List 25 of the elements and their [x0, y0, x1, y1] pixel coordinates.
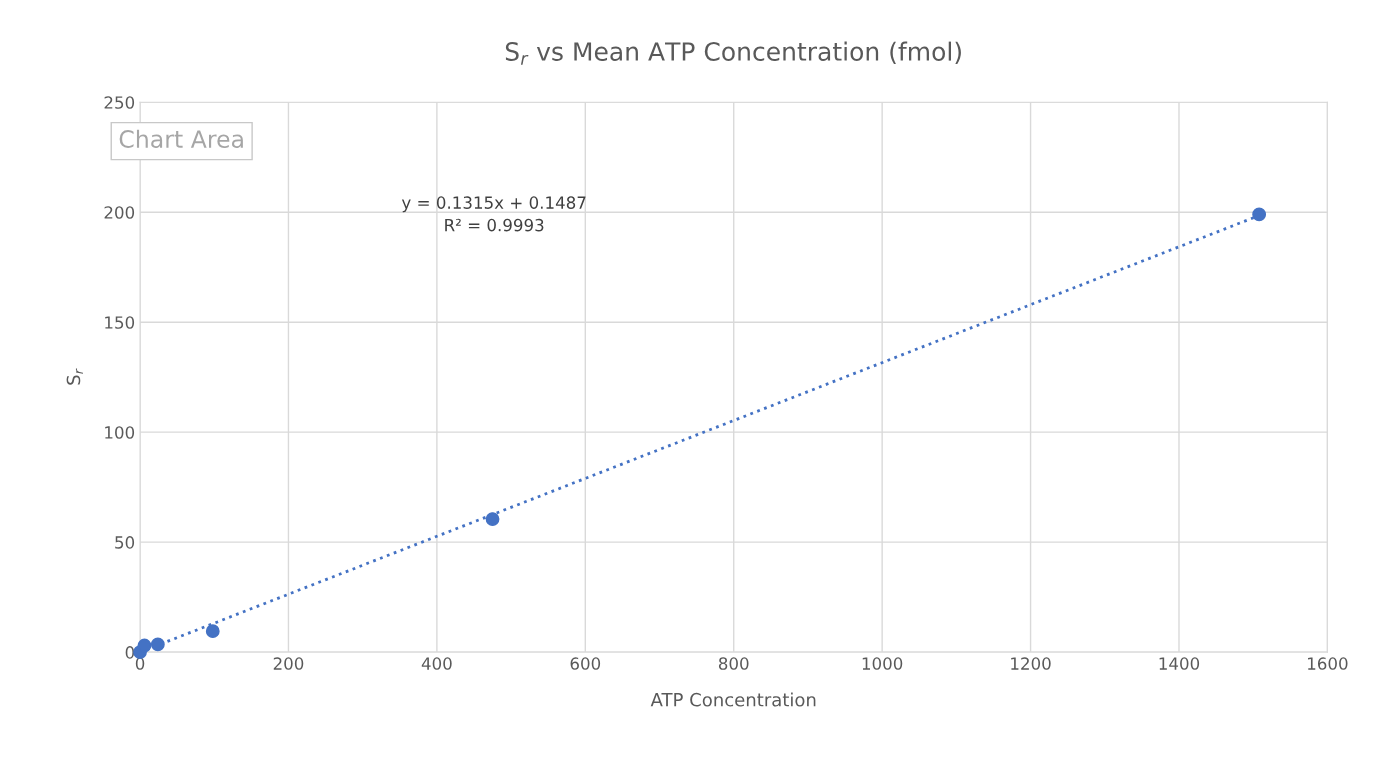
y-tick-label: 150 [105, 316, 135, 329]
x-tick-label: 600 [570, 657, 601, 670]
point [150, 637, 165, 652]
x-tick-label: 1200 [1011, 657, 1051, 670]
y-tick-label: 250 [104, 96, 135, 109]
y-tick-label: 200 [104, 206, 135, 219]
x-tick-label: 400 [421, 657, 452, 670]
x-tick-label: 800 [718, 657, 749, 670]
chart-title: S$_{r}$ vs Mean ATP Concentration (fmol) [505, 41, 961, 65]
y-tick-label: 100 [105, 426, 135, 439]
x-tick-label: 1000 [862, 657, 903, 670]
x-tick-label: 200 [273, 657, 304, 670]
y-tick-label: 50 [115, 536, 135, 549]
annotation: y = 0.1315x + 0.1487 R² = 0.9993 [401, 196, 586, 232]
point [485, 512, 500, 526]
x-axis-title: ATP Concentration [650, 692, 816, 707]
y-axis-title: S$_{r}$ [66, 368, 83, 385]
y-tick-label: 0 [125, 646, 135, 659]
x-tick-label: 0 [135, 657, 145, 670]
point [1252, 207, 1267, 222]
point [137, 638, 152, 653]
x-tick-label: 1400 [1159, 657, 1200, 670]
x-tick-label: 1600 [1308, 657, 1348, 670]
annotation: Chart Area [119, 129, 243, 148]
point [205, 624, 220, 639]
